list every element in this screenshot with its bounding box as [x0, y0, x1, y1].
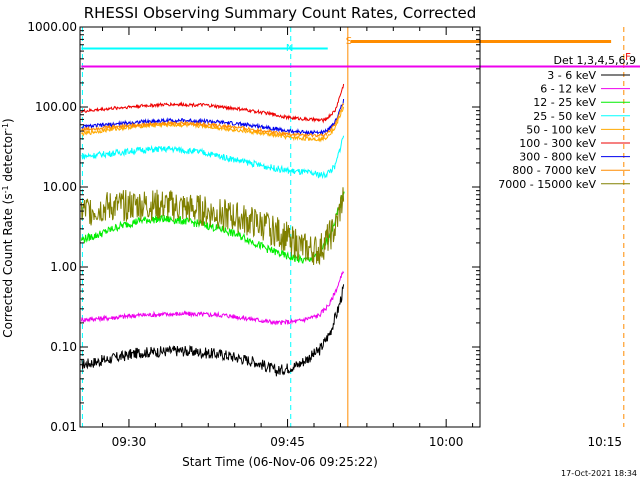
x-tick-label: 09:45 [270, 435, 305, 449]
legend-label: 800 - 7000 keV [512, 164, 596, 177]
plot-frame [79, 26, 481, 428]
series-line-800-7000keV [81, 102, 345, 139]
legend-label: 25 - 50 keV [533, 110, 596, 123]
state-bar-label: N [286, 43, 293, 54]
legend-label: 6 - 12 keV [540, 83, 596, 96]
y-axis-label-prefix: Corrected Count Rate (s [1, 193, 15, 337]
legend-label: 50 - 100 keV [526, 123, 596, 136]
legend-label: 300 - 800 keV [519, 151, 596, 164]
y-axis-label: Corrected Count Rate (s-1 detector-1) [1, 118, 15, 337]
state-bar-label: F [625, 52, 631, 63]
x-axis-label: Start Time (06-Nov-06 09:25:22) [182, 455, 378, 469]
legend-title: Det 1,3,4,5,6,9 [553, 54, 636, 67]
series-line-25-50keV [81, 135, 345, 180]
y-tick-label: 10.00 [43, 180, 77, 194]
x-tick-label: 10:15 [587, 435, 622, 449]
series-line-300-800keV [81, 98, 345, 136]
x-tick-label: 09:30 [112, 435, 147, 449]
state-bar-label: S [346, 36, 352, 47]
x-tick-label: 10:00 [429, 435, 464, 449]
state-bars: NSFAOA1 [81, 36, 640, 68]
y-tick-label: 100.00 [35, 100, 77, 114]
chart-title: RHESSI Observing Summary Count Rates, Co… [84, 4, 477, 22]
series-line-12-25keV [80, 191, 345, 264]
legend-label: 7000 - 15000 keV [498, 178, 596, 191]
y-tick-label: 1.00 [50, 260, 77, 274]
series-line-50-100keV [80, 106, 345, 143]
legend-label: 100 - 300 keV [519, 137, 596, 150]
y-tick-labels: 1000.00 100.00 10.00 1.00 0.10 0.01 [27, 20, 77, 434]
legend-label: 3 - 6 keV [547, 69, 596, 82]
axis-ticks [80, 26, 480, 428]
y-axis-label-exp2: -1 [1, 123, 10, 131]
series-line-3-6keV [81, 284, 345, 377]
y-tick-label: 0.01 [50, 420, 77, 434]
series-line-7000-15000keV [80, 187, 345, 266]
series-line-100-300keV [80, 83, 345, 124]
legend-label: 12 - 25 keV [533, 96, 596, 109]
series-line-6-12keV [80, 270, 345, 326]
y-axis-label-suffix: detector [1, 131, 15, 186]
y-axis-label-close: ) [1, 118, 15, 123]
y-axis-label-exp: -1 [1, 185, 10, 193]
data-series [80, 83, 345, 377]
y-tick-label: 1000.00 [27, 20, 77, 34]
y-tick-label: 0.10 [50, 340, 77, 354]
footer-timestamp: 17-Oct-2021 18:34 [561, 469, 637, 478]
